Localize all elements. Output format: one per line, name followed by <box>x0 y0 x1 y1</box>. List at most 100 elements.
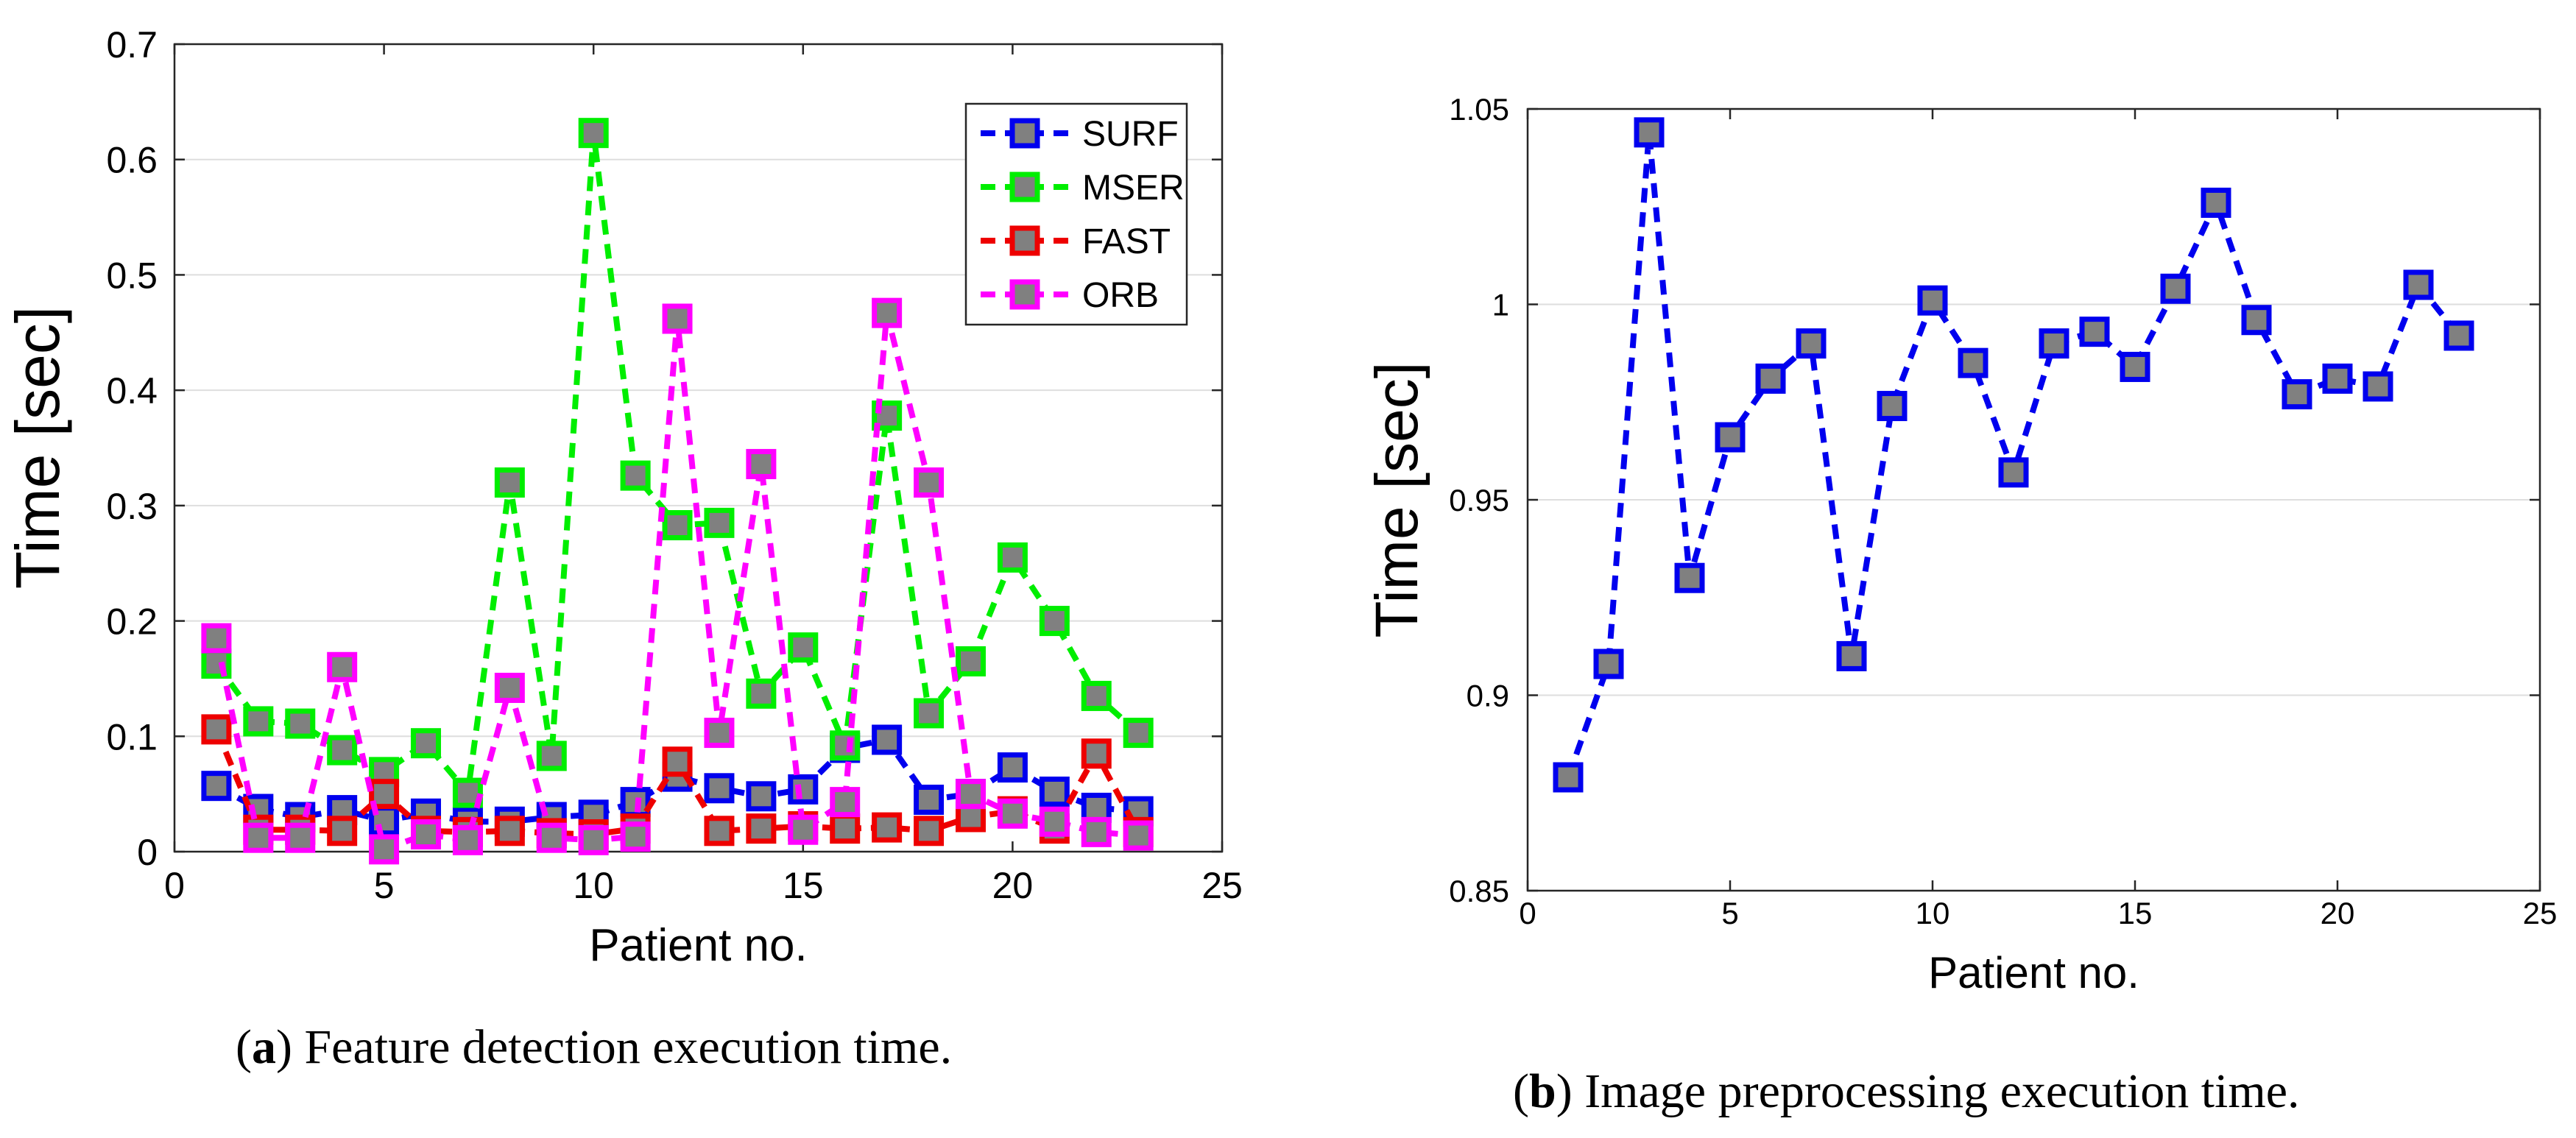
chart0-orb-point <box>997 798 1028 829</box>
chart0-mser-point <box>704 507 735 538</box>
chart0-orb-point <box>494 672 525 703</box>
chart0-mser-point <box>243 706 274 737</box>
chart0-orb-point <box>662 303 693 334</box>
chart0-legend-surf-marker <box>1009 118 1040 149</box>
chart0-orb-point <box>620 821 651 852</box>
chart1-ytick-label: 0.9 <box>1467 679 1509 713</box>
chart0-surf-point <box>872 724 903 755</box>
chart0-mser-point <box>788 632 819 663</box>
chart1-xtick-label: 5 <box>1721 896 1738 930</box>
chart0-legend-orb-label: ORB <box>1082 276 1159 315</box>
chart1-series-point <box>1836 640 1867 671</box>
caption-a-letter: a <box>251 1020 276 1074</box>
caption-b: (b) Image preprocessing execution time. <box>1513 1064 2300 1118</box>
chart0-xtick-label: 10 <box>573 865 614 906</box>
chart1-series-point <box>2201 187 2231 218</box>
chart0-mser-point <box>1081 680 1112 711</box>
chart0-mser-point <box>746 678 777 709</box>
chart0-surf-point <box>788 774 819 805</box>
chart0-orb-point <box>830 787 861 818</box>
caption-b-text: Image preprocessing execution time. <box>1584 1064 2300 1118</box>
chart0-ytick-label: 0.7 <box>106 24 158 66</box>
chart-b-image-preprocessing: 0.85 0.9 0.95 1 1.05 0 5 10 15 20 25 Patient no. Tim… <box>1363 92 2557 997</box>
chart1-xtick-label: 25 <box>2523 896 2558 930</box>
chart0-ytick-label: 0.1 <box>106 716 158 757</box>
chart0-fast-point <box>201 714 232 745</box>
chart0-orb-point <box>1081 816 1112 847</box>
chart1-series-point <box>2403 269 2434 300</box>
chart0-ytick-label: 0.5 <box>106 255 158 296</box>
chart0-orb-point <box>452 824 483 855</box>
chart0-surf-point <box>1081 792 1112 823</box>
chart0-ytick-label: 0.2 <box>106 601 158 643</box>
chart0-surf-point <box>201 771 232 802</box>
chart1-ytick-label: 0.95 <box>1449 483 1509 517</box>
chart1-series-point <box>2160 273 2191 304</box>
chart-a-feature-detection: 0 0.1 0.2 0.3 0.4 0.5 0.6 0.7 0 5 10 15 20 25 Patient … <box>3 24 1243 971</box>
chart1-series-point <box>1998 457 2029 488</box>
chart0-orb-point <box>327 651 358 682</box>
chart0-xtick-label: 15 <box>783 865 824 906</box>
chart0-orb-point <box>243 822 274 853</box>
chart1-series-point <box>1674 562 1705 593</box>
chart0-mser-point <box>914 698 945 729</box>
chart0-xlabel: Patient no. <box>589 920 807 971</box>
chart0-xtick-label: 5 <box>374 865 395 906</box>
chart0-legend-mser-marker <box>1009 172 1040 202</box>
chart0-orb-point <box>536 822 567 853</box>
chart1-series-point <box>2079 317 2110 347</box>
caption-a-text: Feature detection execution time. <box>304 1020 953 1074</box>
chart0-ytick-label: 0.4 <box>106 370 158 411</box>
chart0-ytick-label: 0.3 <box>106 486 158 527</box>
chart0-mser-point <box>830 730 861 761</box>
chart0-axes-box <box>173 43 1224 853</box>
chart0-legend-fast-label: FAST <box>1082 222 1171 261</box>
chart1-series-point <box>1877 391 1908 422</box>
chart1-series-point <box>1634 117 1665 148</box>
chart1-ytick-label: 0.85 <box>1449 874 1509 908</box>
chart0-orb-point <box>872 297 903 328</box>
chart1-series-point <box>2443 320 2474 351</box>
chart0-mser-point <box>662 509 693 540</box>
chart1-xtick-label: 15 <box>2118 896 2153 930</box>
chart0-fast-point <box>327 816 358 847</box>
chart1-series-point <box>2322 363 2353 394</box>
chart0-orb-point <box>914 467 945 498</box>
chart0-legend-fast-marker <box>1009 225 1040 256</box>
chart0-legend-mser-label: MSER <box>1082 169 1185 208</box>
chart1-series-point <box>1715 422 1746 453</box>
chart1-ylabel: Time [sec] <box>1363 361 1430 637</box>
chart1-series-point <box>2282 379 2312 410</box>
chart1-xtick-label: 0 <box>1519 896 1536 930</box>
chart0-orb-point <box>285 822 316 853</box>
chart0-orb-point <box>746 448 777 479</box>
chart1-series-point <box>1553 762 1584 793</box>
chart0-legend: SURF MSER FAST ORB <box>964 102 1188 326</box>
caption-a: (a) Feature detection execution time. <box>236 1020 953 1074</box>
chart0-mser-point <box>201 648 232 679</box>
chart0-mser-point <box>955 646 986 676</box>
caption-b-letter: b <box>1528 1064 1556 1118</box>
chart0-mser-point <box>578 118 609 149</box>
chart1-xtick-label: 20 <box>2321 896 2355 930</box>
chart0-xtick-label: 25 <box>1201 865 1243 906</box>
chart1-series-point <box>1755 363 1786 394</box>
chart0-surf-point <box>704 773 735 804</box>
chart0-orb-point <box>788 814 819 845</box>
chart0-mser-point <box>620 460 651 491</box>
chart1-series-point <box>2241 305 2272 336</box>
chart0-orb-point <box>201 623 232 654</box>
chart0-fast-point <box>494 816 525 847</box>
chart0-mser-point <box>327 735 358 766</box>
chart0-orb-point <box>704 718 735 749</box>
chart0-orb-point <box>411 819 442 849</box>
chart0-fast-point <box>746 813 777 844</box>
chart1-ytick-label: 1.05 <box>1449 92 1509 127</box>
chart1-xlabel: Patient no. <box>1928 948 2139 997</box>
chart1-series-point <box>2362 371 2393 402</box>
chart0-legend-surf-label: SURF <box>1082 115 1179 154</box>
chart0-mser-point <box>1123 718 1154 749</box>
chart1-ytick-label: 1 <box>1492 288 1509 322</box>
chart0-fast-point <box>1081 738 1112 769</box>
